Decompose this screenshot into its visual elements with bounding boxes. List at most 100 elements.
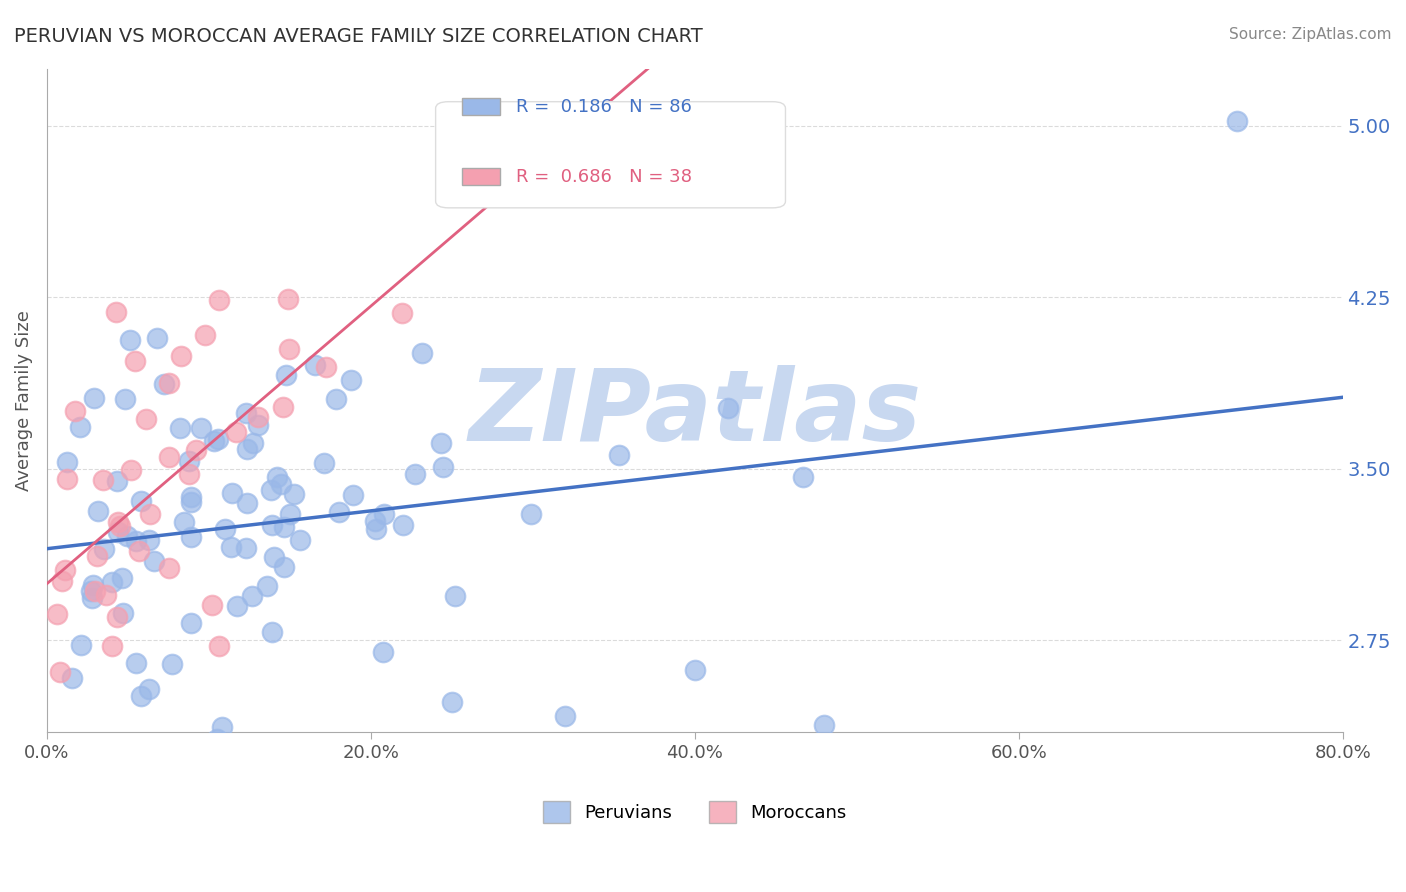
Moroccans — [101, 639, 124, 653]
Moroccans — [51, 574, 73, 588]
Moroccans — [105, 609, 128, 624]
Peruvians — [262, 518, 284, 533]
Peruvians — [246, 418, 269, 433]
Moroccans — [208, 293, 231, 307]
Moroccans — [277, 292, 299, 306]
Peruvians — [111, 571, 134, 585]
Peruvians — [83, 392, 105, 406]
Peruvians — [112, 607, 135, 621]
Peruvians — [125, 656, 148, 670]
Moroccans — [63, 404, 86, 418]
Peruvians — [440, 695, 463, 709]
Moroccans — [159, 450, 181, 465]
Peruvians — [366, 522, 388, 536]
Peruvians — [87, 503, 110, 517]
Moroccans — [159, 560, 181, 574]
Peruvians — [554, 709, 576, 723]
Peruvians — [115, 529, 138, 543]
Text: Source: ZipAtlas.com: Source: ZipAtlas.com — [1229, 27, 1392, 42]
Peruvians — [263, 549, 285, 564]
Moroccans — [135, 412, 157, 426]
Peruvians — [260, 483, 283, 497]
Peruvians — [304, 358, 326, 372]
Peruvians — [717, 401, 740, 415]
Peruvians — [411, 346, 433, 360]
Peruvians — [190, 421, 212, 435]
Peruvians — [519, 508, 541, 522]
Peruvians — [177, 453, 200, 467]
Peruvians — [160, 657, 183, 672]
Peruvians — [93, 542, 115, 557]
Moroccans — [86, 549, 108, 563]
Moroccans — [391, 306, 413, 320]
Peruvians — [146, 330, 169, 344]
Moroccans — [170, 349, 193, 363]
Peruvians — [363, 514, 385, 528]
Peruvians — [260, 624, 283, 639]
Peruvians — [325, 392, 347, 406]
Moroccans — [56, 472, 79, 486]
Moroccans — [107, 515, 129, 529]
Peruvians — [328, 505, 350, 519]
Text: ZIPatlas: ZIPatlas — [468, 365, 921, 462]
Moroccans — [84, 584, 107, 599]
Legend: Peruvians, Moroccans: Peruvians, Moroccans — [536, 794, 853, 830]
Moroccans — [139, 507, 162, 521]
Peruvians — [225, 599, 247, 613]
Peruvians — [235, 541, 257, 555]
Peruvians — [314, 456, 336, 470]
Peruvians — [152, 376, 174, 391]
Peruvians — [202, 434, 225, 448]
Peruvians — [236, 442, 259, 456]
Moroccans — [84, 762, 107, 776]
Peruvians — [180, 530, 202, 544]
Peruvians — [683, 663, 706, 677]
Peruvians — [69, 638, 91, 652]
Peruvians — [339, 373, 361, 387]
Peruvians — [169, 421, 191, 435]
Peruvians — [186, 750, 208, 764]
Peruvians — [256, 579, 278, 593]
Peruvians — [404, 467, 426, 482]
Moroccans — [194, 328, 217, 343]
Peruvians — [266, 470, 288, 484]
Peruvians — [288, 533, 311, 547]
Moroccans — [177, 467, 200, 481]
Peruvians — [69, 420, 91, 434]
Peruvians — [270, 476, 292, 491]
Peruvians — [278, 507, 301, 521]
Peruvians — [80, 591, 103, 605]
Peruvians — [214, 522, 236, 536]
Peruvians — [373, 507, 395, 521]
Peruvians — [792, 470, 814, 484]
FancyBboxPatch shape — [461, 168, 501, 185]
Peruvians — [235, 406, 257, 420]
Moroccans — [157, 376, 180, 391]
Peruvians — [432, 460, 454, 475]
Moroccans — [94, 588, 117, 602]
Peruvians — [138, 533, 160, 548]
Moroccans — [55, 563, 77, 577]
Peruvians — [60, 671, 83, 685]
Peruvians — [236, 496, 259, 510]
Peruvians — [219, 540, 242, 554]
Moroccans — [91, 473, 114, 487]
Moroccans — [184, 442, 207, 457]
Peruvians — [607, 448, 630, 462]
Peruvians — [207, 432, 229, 446]
Peruvians — [221, 485, 243, 500]
Moroccans — [45, 607, 67, 621]
Peruvians — [342, 487, 364, 501]
Peruvians — [240, 589, 263, 603]
Peruvians — [211, 720, 233, 734]
Peruvians — [273, 520, 295, 534]
Peruvians — [114, 392, 136, 406]
Peruvians — [430, 436, 453, 450]
Moroccans — [315, 360, 337, 375]
Peruvians — [80, 584, 103, 599]
Moroccans — [201, 599, 224, 613]
Moroccans — [104, 305, 127, 319]
Peruvians — [391, 518, 413, 533]
Moroccans — [277, 342, 299, 356]
Peruvians — [142, 554, 165, 568]
